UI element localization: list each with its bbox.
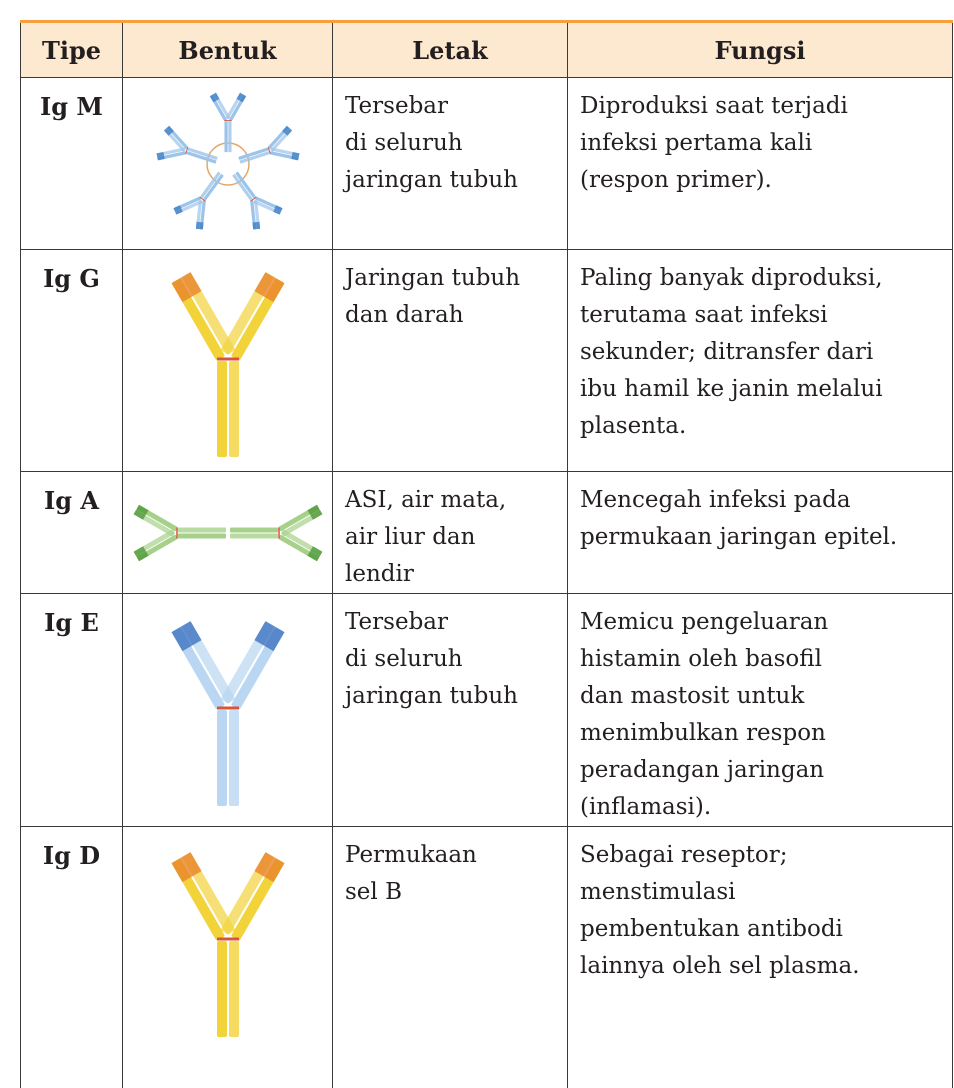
line: di seluruh: [345, 130, 463, 156]
line: Diproduksi saat terjadi: [580, 93, 848, 119]
igd-shape: [169, 850, 286, 1039]
function-cell: Paling banyak diproduksi, terutama saat i…: [567, 249, 953, 472]
row: Ig D Permukaan sel B Sebagai reseptor; men…: [20, 826, 953, 1088]
line: Mencegah infeksi pada: [580, 487, 851, 513]
function-cell: Sebagai reseptor; menstimulasi pembentukan…: [567, 826, 953, 1088]
type-cell: Ig E: [20, 593, 123, 827]
line: (inflamasi).: [580, 794, 712, 820]
shape-cell: [122, 826, 333, 1088]
row: Ig E Tersebar di seluruh jaringan tubuh Me…: [20, 593, 953, 827]
location-cell: Tersebar di seluruh jaringan tubuh: [332, 77, 568, 250]
line: peradangan jaringan: [580, 757, 825, 783]
line: sekunder; ditransfer dari: [580, 339, 874, 365]
line: sel B: [345, 879, 402, 905]
line: menimbulkan respon: [580, 720, 826, 746]
line: dan darah: [345, 302, 464, 328]
type-cell: Ig A: [20, 471, 123, 594]
header-cell: Tipe: [20, 20, 123, 78]
header-cell: Bentuk: [122, 20, 333, 78]
location-cell: Tersebar di seluruh jaringan tubuh: [332, 593, 568, 827]
header-cell: Letak: [332, 20, 568, 78]
line: (respon primer).: [580, 167, 772, 193]
line: plasenta.: [580, 413, 687, 439]
line: jaringan tubuh: [345, 167, 518, 193]
shape-cell: [122, 249, 333, 472]
line: jaringan tubuh: [345, 683, 518, 709]
shape-cell: [122, 593, 333, 827]
igg-shape: [169, 270, 286, 458]
row: Ig G Jaringan tubuh dan darah Paling bany…: [20, 249, 953, 472]
line: histamin oleh basofil: [580, 646, 822, 672]
function-cell: Memicu pengeluaran histamin oleh basofil d…: [567, 593, 953, 827]
line: terutama saat infeksi: [580, 302, 828, 328]
line: Jaringan tubuh: [345, 265, 521, 291]
function-cell: Diproduksi saat terjadi infeksi pertama k…: [567, 77, 953, 250]
header-row: Tipe Bentuk Letak Fungsi: [20, 20, 953, 78]
line: Sebagai reseptor;: [580, 842, 788, 868]
row: Ig M Tersebar di seluruh jaringan tubuh Di…: [20, 77, 953, 250]
type-cell: Ig M: [20, 77, 123, 250]
line: permukaan jaringan epitel.: [580, 524, 898, 550]
iga-shape: [132, 503, 323, 562]
location-cell: ASI, air mata, air liur dan lendir: [332, 471, 568, 594]
line: di seluruh: [345, 646, 463, 672]
type-cell: Ig G: [20, 249, 123, 472]
function-cell: Mencegah infeksi pada permukaan jaringan …: [567, 471, 953, 594]
shape-cell: [122, 471, 333, 594]
line: menstimulasi: [580, 879, 736, 905]
line: pembentukan antibodi: [580, 916, 843, 942]
line: ASI, air mata,: [345, 487, 507, 513]
location-cell: Jaringan tubuh dan darah: [332, 249, 568, 472]
line: lainnya oleh sel plasma.: [580, 953, 860, 979]
header-cell: Fungsi: [567, 20, 953, 78]
line: Tersebar: [345, 609, 449, 635]
type-cell: Ig D: [20, 826, 123, 1088]
row: Ig A ASI, air mata, air liur dan lendir Me…: [20, 471, 953, 594]
line: dan mastosit untuk: [580, 683, 805, 709]
line: ibu hamil ke janin melalui: [580, 376, 883, 402]
line: Paling banyak diproduksi,: [580, 265, 883, 291]
line: Memicu pengeluaran: [580, 609, 829, 635]
line: Permukaan: [345, 842, 477, 868]
ige-shape: [169, 619, 286, 808]
location-cell: Permukaan sel B: [332, 826, 568, 1088]
ig-table: Tipe Bentuk Letak Fungsi Ig M Tersebar di…: [20, 20, 953, 1088]
igm-shape: [153, 91, 302, 233]
line: air liur dan: [345, 524, 476, 550]
line: infeksi pertama kali: [580, 130, 813, 156]
line: lendir: [345, 561, 414, 587]
line: Tersebar: [345, 93, 449, 119]
shape-cell: [122, 77, 333, 250]
